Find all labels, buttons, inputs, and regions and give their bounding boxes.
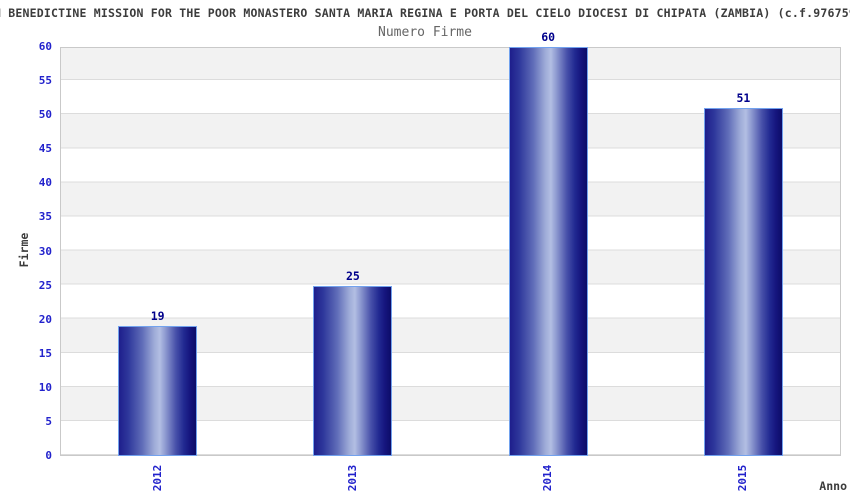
y-tick-label: 60 <box>38 40 52 53</box>
y-tick-label: 20 <box>38 312 52 326</box>
x-tick-label: 2012 <box>150 464 164 492</box>
y-tick-label: 30 <box>38 244 52 258</box>
bar-2013 <box>313 285 393 456</box>
bar-value-label: 19 <box>150 309 165 324</box>
chart-header: N BENEDICTINE MISSION FOR THE POOR MONAS… <box>0 0 850 24</box>
bar-2012 <box>118 326 198 456</box>
page-title: N BENEDICTINE MISSION FOR THE POOR MONAS… <box>0 6 850 20</box>
x-axis-title: Anno <box>819 479 847 493</box>
y-tick-label: 45 <box>38 142 52 156</box>
bar-2015 <box>703 108 783 456</box>
bar-2014 <box>508 47 588 456</box>
y-tick-label: 5 <box>45 414 52 428</box>
chart-title: Numero Firme <box>378 25 472 40</box>
y-tick-label: 25 <box>38 278 52 292</box>
y-tick-label: 0 <box>45 449 52 462</box>
bar-value-label: 25 <box>345 268 360 283</box>
y-tick-label: 40 <box>38 176 52 190</box>
bar-value-label: 51 <box>736 91 751 106</box>
y-tick-label: 15 <box>38 346 52 360</box>
x-tick-label: 2014 <box>541 464 555 492</box>
x-tick-label: 2013 <box>345 464 359 492</box>
bar-value-label: 60 <box>541 30 556 44</box>
y-axis-title: Firme <box>17 232 31 268</box>
y-tick-label: 35 <box>38 210 52 224</box>
x-tick-label: 2015 <box>736 464 750 492</box>
y-tick-label: 50 <box>38 108 52 122</box>
y-tick-label: 55 <box>38 74 52 88</box>
y-tick-label: 10 <box>38 380 52 394</box>
